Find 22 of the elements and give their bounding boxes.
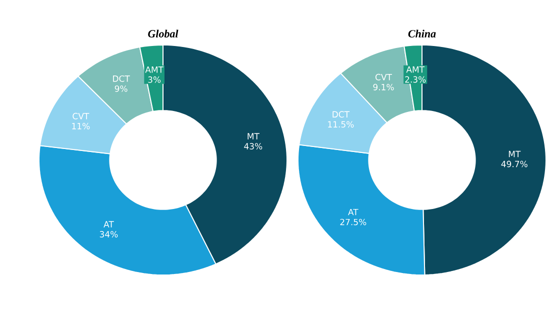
slice-label: AT [348, 208, 358, 216]
data-label: 34% [100, 231, 118, 238]
slice-label: CVT [376, 74, 392, 80]
slice-label: MT [508, 150, 521, 158]
data-label: 9% [114, 85, 128, 92]
slice-label: DCT [113, 75, 130, 82]
data-label: 11% [72, 122, 90, 130]
data-label: 11.5% [328, 121, 354, 128]
slice-label: MT [248, 133, 260, 140]
data-label: 43% [244, 143, 262, 150]
data-label: 9.1% [373, 84, 394, 90]
slice-label: AT [104, 221, 114, 228]
data-label: 27.5% [340, 218, 366, 226]
slice-label: AMT [406, 66, 425, 73]
slice-label: CVT [72, 112, 90, 120]
slice-label: DCT [332, 111, 350, 118]
data-label: 3% [148, 76, 161, 83]
data-label: 49.7% [501, 160, 528, 168]
chart-title: China [408, 30, 436, 38]
chart-title: Global [148, 30, 178, 38]
slice-label: AMT [145, 66, 164, 73]
data-label: 2.3% [405, 76, 426, 83]
